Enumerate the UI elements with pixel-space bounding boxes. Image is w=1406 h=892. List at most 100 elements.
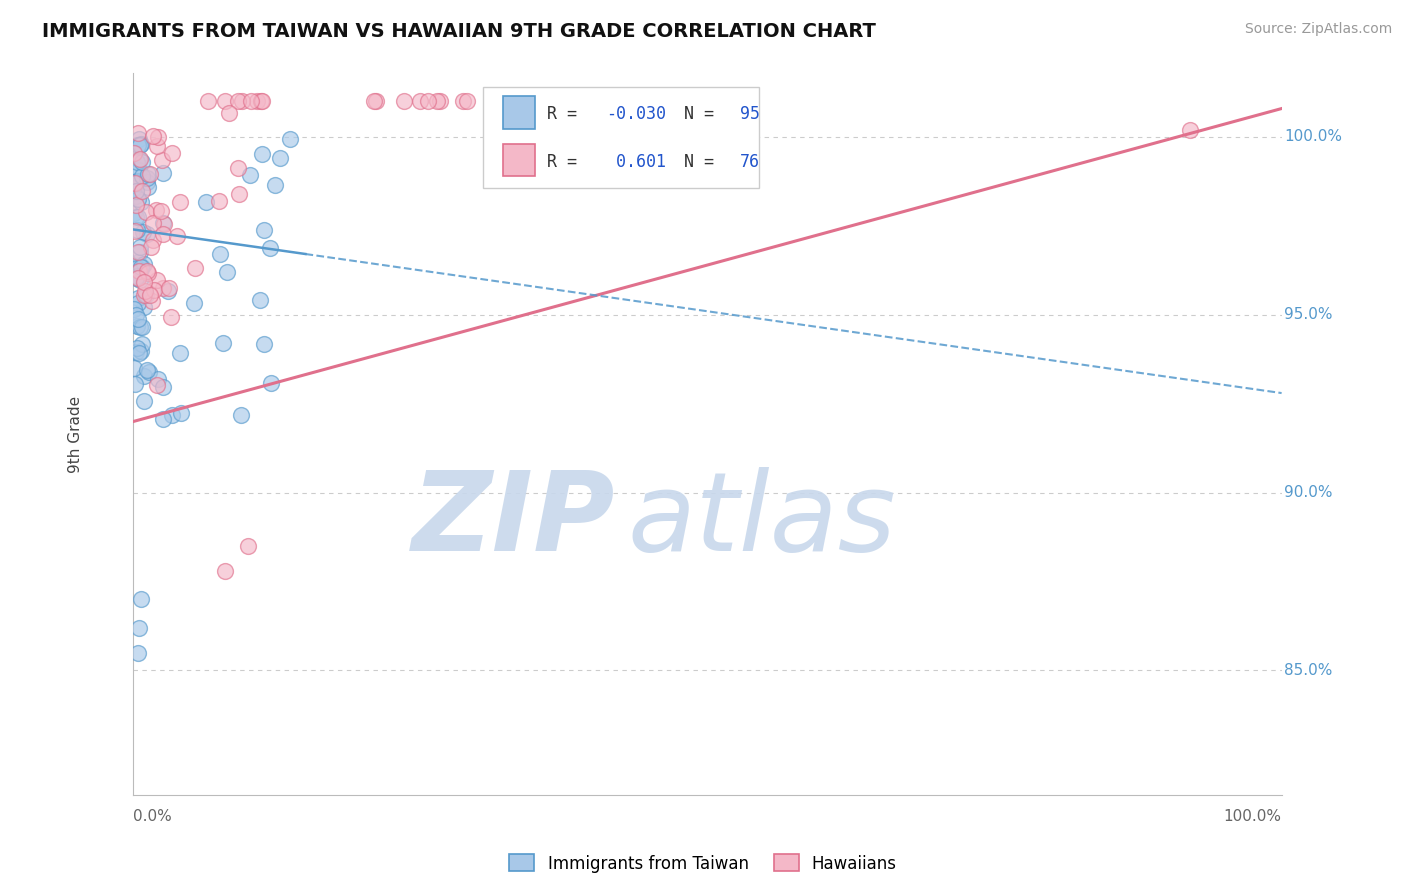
Point (169, 195, 191, 210)
Point (152, 411, 174, 425)
Point (129, 137, 152, 152)
Point (214, 564, 236, 578)
Point (124, 175, 146, 189)
FancyBboxPatch shape (503, 96, 536, 128)
Text: N =: N = (685, 105, 724, 123)
Point (263, 178, 285, 193)
Point (132, 394, 155, 409)
Point (146, 272, 169, 286)
Point (139, 240, 162, 254)
Legend: Immigrants from Taiwan, Hawaiians: Immigrants from Taiwan, Hawaiians (502, 847, 904, 880)
Point (135, 363, 157, 377)
Point (278, 132, 301, 146)
Point (124, 345, 146, 359)
Point (197, 95, 219, 109)
Point (127, 210, 149, 224)
Point (212, 335, 235, 350)
Point (138, 167, 160, 181)
Point (129, 240, 152, 254)
Point (124, 146, 146, 161)
Point (131, 260, 153, 275)
Text: 100.0%: 100.0% (1223, 809, 1282, 824)
Point (127, 311, 149, 326)
Point (128, 258, 150, 272)
Point (125, 211, 148, 225)
Point (250, 95, 273, 109)
Text: N =: N = (685, 153, 724, 170)
Text: 9th Grade: 9th Grade (69, 395, 83, 473)
Point (184, 261, 207, 276)
Point (392, 95, 415, 109)
Point (429, 95, 451, 109)
Text: Source: ZipAtlas.com: Source: ZipAtlas.com (1244, 22, 1392, 37)
Point (170, 406, 193, 420)
Point (124, 224, 146, 238)
Text: 85.0%: 85.0% (1284, 663, 1333, 678)
Point (183, 295, 205, 310)
Point (131, 320, 153, 334)
Point (127, 254, 149, 268)
Point (128, 273, 150, 287)
Point (160, 310, 183, 325)
Point (363, 95, 385, 109)
Point (127, 291, 149, 305)
Point (127, 126, 149, 140)
Point (124, 180, 146, 194)
Point (127, 646, 149, 660)
Point (129, 136, 152, 151)
FancyBboxPatch shape (503, 144, 536, 177)
Point (125, 154, 148, 169)
Point (456, 95, 478, 109)
Point (127, 260, 149, 275)
Point (128, 132, 150, 146)
Point (153, 217, 176, 231)
Point (152, 281, 174, 295)
Point (135, 287, 157, 301)
Point (127, 270, 149, 285)
Point (134, 284, 156, 298)
Point (131, 195, 153, 210)
Point (231, 408, 253, 422)
Point (138, 365, 160, 379)
Point (127, 296, 149, 310)
Point (128, 152, 150, 166)
Point (135, 205, 157, 219)
Point (131, 155, 153, 169)
Point (125, 341, 148, 355)
Point (138, 266, 160, 280)
Point (132, 276, 155, 290)
Point (169, 345, 191, 359)
Point (128, 152, 150, 166)
Point (239, 168, 262, 182)
Point (132, 300, 155, 314)
Point (228, 186, 250, 201)
Text: R =: R = (547, 153, 586, 170)
Point (160, 146, 183, 161)
Point (146, 130, 169, 145)
Point (246, 95, 269, 109)
Point (226, 95, 249, 109)
Point (145, 202, 167, 217)
Point (124, 301, 146, 316)
Point (128, 346, 150, 360)
Point (131, 184, 153, 198)
Text: R =: R = (547, 105, 586, 123)
Point (228, 161, 250, 175)
Point (426, 95, 449, 109)
Point (231, 95, 253, 109)
Point (125, 197, 148, 211)
Point (129, 343, 152, 358)
Point (156, 284, 179, 298)
Text: atlas: atlas (627, 467, 896, 574)
Point (124, 308, 146, 322)
Point (492, 95, 515, 109)
Point (166, 228, 188, 243)
Point (128, 163, 150, 178)
Point (134, 288, 156, 302)
Point (152, 216, 174, 230)
Point (129, 260, 152, 275)
Point (124, 361, 146, 376)
Point (127, 269, 149, 284)
Point (260, 376, 283, 391)
Point (152, 153, 174, 167)
